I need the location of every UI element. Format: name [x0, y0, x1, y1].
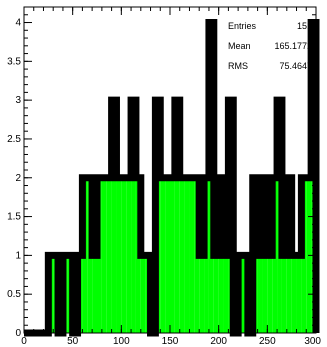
histogram-bar: [160, 177, 166, 333]
histogram-bar: [174, 100, 180, 334]
histogram-bar: [291, 255, 297, 333]
y-tick-label: 3.5: [7, 56, 21, 67]
histogram-bar: [165, 177, 170, 333]
histogram-bar: [267, 255, 273, 333]
histogram-bar: [223, 255, 229, 333]
x-tick-label: 250: [259, 336, 276, 347]
histogram-bar: [121, 177, 127, 333]
histogram-bar: [131, 100, 136, 334]
y-tick-label: 1.5: [7, 212, 21, 223]
x-tick-label: 100: [113, 336, 130, 347]
stats-label: Entries: [228, 21, 257, 31]
histogram-outline: [24, 19, 320, 337]
histogram-bar: [101, 177, 107, 333]
stats-label: Mean: [228, 41, 251, 51]
histogram-bar: [296, 255, 302, 333]
histogram-bar: [140, 255, 146, 333]
histogram-bar: [257, 255, 263, 333]
y-tick-label: 2.5: [7, 134, 21, 145]
histogram-bar: [179, 177, 185, 333]
x-tick-label: 300: [304, 336, 321, 347]
stats-box: Entries 151 Mean 165.1772 RMS 75.4647: [228, 21, 312, 71]
y-tick-label: 1: [15, 250, 21, 261]
histogram-bar: [281, 255, 287, 333]
histogram-bar: [189, 177, 195, 333]
x-tick-label: 150: [162, 336, 179, 347]
histogram-bar: [92, 255, 97, 333]
histogram-bar: [116, 177, 122, 333]
histogram-bar: [126, 177, 132, 333]
y-tick-label: 4: [15, 18, 21, 29]
histogram-bar: [184, 177, 190, 333]
histogram-bar: [199, 255, 205, 333]
histogram-bar: [213, 255, 219, 333]
stats-value: 151: [297, 21, 312, 31]
y-tick-label: 2: [15, 173, 21, 184]
histogram-bar: [106, 177, 112, 333]
y-tick-label: 3: [15, 95, 21, 106]
y-tick-label: 0.5: [7, 289, 21, 300]
y-tick-label: 0: [15, 328, 21, 339]
x-tick-label: 50: [67, 336, 79, 347]
plot-area: 0 0.5 1 1.5 2 2.5 3 3.5 4 0 50 100 150 200 250 300 Entri…: [7, 6, 321, 347]
histogram-bar: [111, 100, 117, 334]
stats-label: RMS: [228, 61, 248, 71]
stats-value: 75.4647: [279, 61, 312, 71]
x-tick-label: 200: [210, 336, 227, 347]
stats-value: 165.1772: [274, 41, 312, 51]
histogram-bar: [170, 177, 175, 333]
x-tick-label: 0: [21, 336, 27, 347]
